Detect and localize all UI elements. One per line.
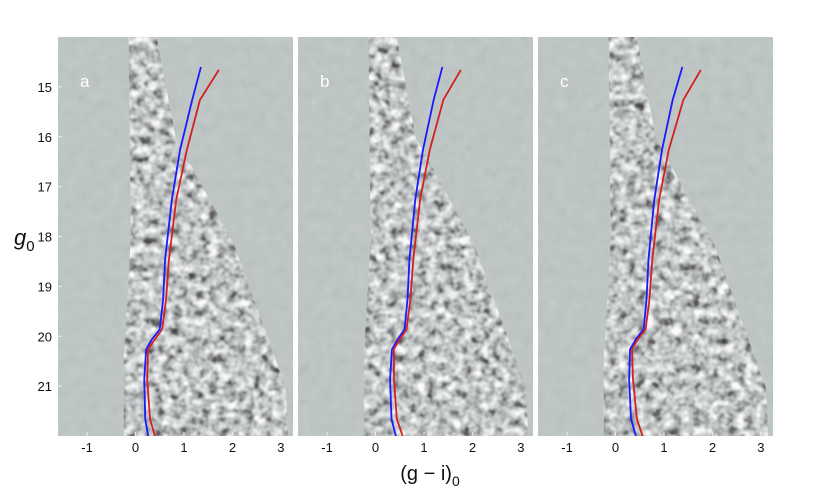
panel: c -1 0 1 2 3 (538, 37, 773, 455)
x-tick-label: 1 (660, 440, 667, 455)
isochrone-line (628, 66, 684, 436)
isochrone-line (393, 69, 462, 436)
x-tick-label: -1 (81, 440, 93, 455)
isochrone-line (389, 66, 444, 436)
isochrone-line (631, 69, 702, 436)
panel: b -1 0 1 2 3 (298, 37, 533, 455)
y-tick-label: 16 (38, 130, 52, 145)
x-tick-label: 0 (372, 440, 379, 455)
x-tick-label: 2 (229, 440, 236, 455)
x-tick-label: -1 (561, 440, 573, 455)
isochrone-line (146, 69, 220, 436)
x-axis-label: (g − i)0 (400, 463, 460, 489)
y-tick-label: 21 (38, 379, 52, 394)
x-tick-label: 1 (420, 440, 427, 455)
x-tick-label: 3 (757, 440, 764, 455)
y-axis-label: g0 (14, 225, 35, 255)
panel: a -1 0 1 2 3 15 16 17 18 19 20 21 (38, 37, 293, 455)
panels: a -1 0 1 2 3 15 16 17 18 19 20 21 b -1 0 1 2 3 c -1 0 1 2 3 (38, 37, 773, 455)
x-tick-label: 3 (277, 440, 284, 455)
x-tick-label: 1 (180, 440, 187, 455)
x-tick-label: 0 (612, 440, 619, 455)
panel-label: c (560, 72, 569, 91)
x-tick-label: 0 (132, 440, 139, 455)
x-axis-label-sub: 0 (452, 473, 460, 489)
panel-label: a (80, 72, 90, 91)
y-tick-label: 19 (38, 279, 52, 294)
x-tick-label: 2 (469, 440, 476, 455)
x-tick-label: -1 (321, 440, 333, 455)
y-tick-label: 18 (38, 230, 52, 245)
y-tick-label: 20 (38, 329, 52, 344)
x-axis-label-main: (g − i) (400, 463, 452, 485)
x-tick-label: 2 (709, 440, 716, 455)
y-tick-label: 17 (38, 180, 52, 195)
y-axis-label-sub: 0 (26, 238, 34, 255)
panel-label: b (320, 72, 329, 91)
isochrone-line (143, 66, 202, 436)
y-tick-label: 15 (38, 80, 52, 95)
y-axis-label-main: g (14, 225, 27, 250)
x-tick-label: 3 (517, 440, 524, 455)
